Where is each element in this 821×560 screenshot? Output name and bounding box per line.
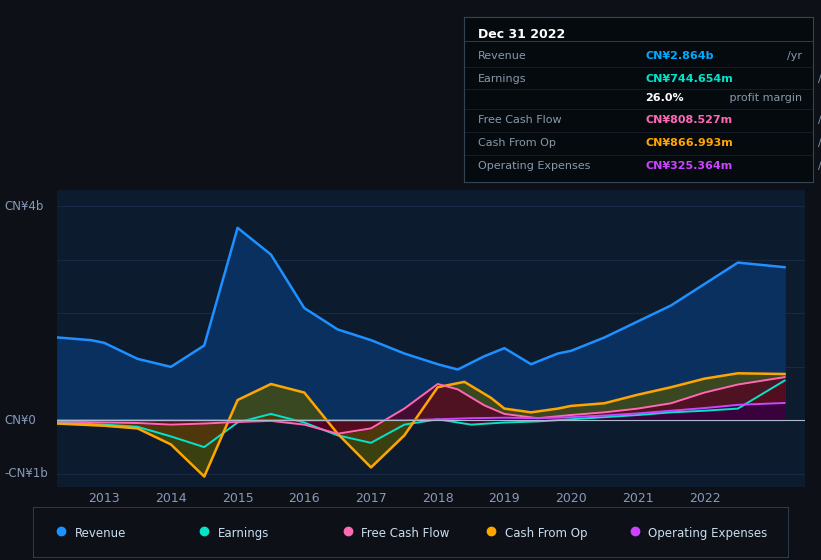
Text: Revenue: Revenue	[75, 526, 126, 539]
Text: CN¥4b: CN¥4b	[4, 200, 44, 213]
Text: CN¥808.527m: CN¥808.527m	[645, 115, 732, 125]
Text: Operating Expenses: Operating Expenses	[649, 526, 768, 539]
Text: /yr: /yr	[818, 138, 821, 148]
Text: CN¥866.993m: CN¥866.993m	[645, 138, 733, 148]
Text: Dec 31 2022: Dec 31 2022	[478, 29, 565, 41]
Text: Free Cash Flow: Free Cash Flow	[361, 526, 450, 539]
Text: Earnings: Earnings	[218, 526, 269, 539]
Text: Earnings: Earnings	[478, 74, 526, 84]
Text: Revenue: Revenue	[478, 52, 526, 62]
Text: /yr: /yr	[818, 115, 821, 125]
Text: CN¥2.864b: CN¥2.864b	[645, 52, 713, 62]
Text: -CN¥1b: -CN¥1b	[4, 468, 48, 480]
Text: /yr: /yr	[818, 161, 821, 171]
Text: CN¥744.654m: CN¥744.654m	[645, 74, 733, 84]
Text: /yr: /yr	[818, 74, 821, 84]
Text: profit margin: profit margin	[726, 93, 801, 102]
Text: Cash From Op: Cash From Op	[478, 138, 556, 148]
Text: CN¥0: CN¥0	[4, 414, 36, 427]
Text: Free Cash Flow: Free Cash Flow	[478, 115, 562, 125]
Text: Cash From Op: Cash From Op	[505, 526, 587, 539]
Text: Operating Expenses: Operating Expenses	[478, 161, 590, 171]
Text: /yr: /yr	[787, 52, 802, 62]
Text: CN¥325.364m: CN¥325.364m	[645, 161, 732, 171]
Text: 26.0%: 26.0%	[645, 93, 684, 102]
